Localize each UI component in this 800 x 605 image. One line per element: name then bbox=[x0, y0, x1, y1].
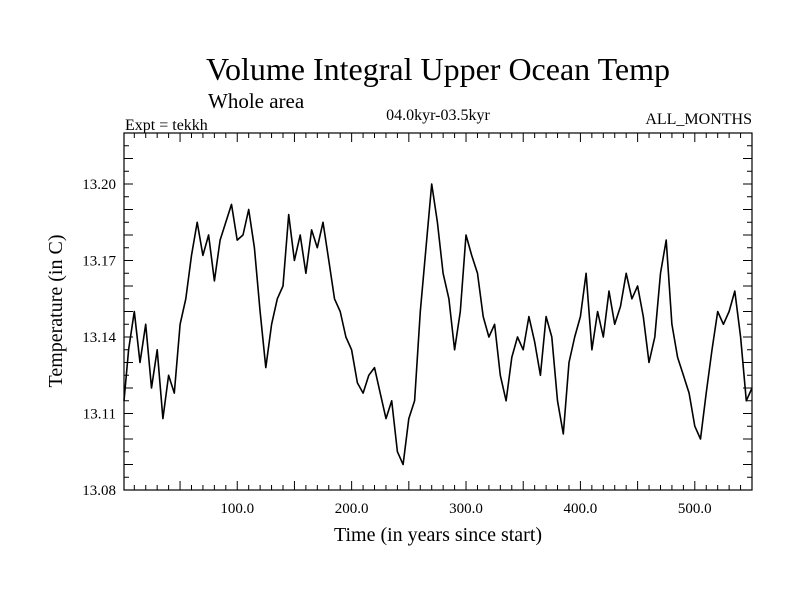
x-tick-label: 100.0 bbox=[220, 501, 254, 517]
temperature-series-line bbox=[123, 183, 753, 466]
y-tick-label: 13.11 bbox=[83, 407, 116, 423]
x-tick-label: 300.0 bbox=[449, 501, 483, 517]
y-tick-label: 13.08 bbox=[82, 483, 116, 499]
x-tick-label: 200.0 bbox=[335, 501, 369, 517]
chart-subtitle: Whole area bbox=[208, 89, 305, 113]
months-label: ALL_MONTHS bbox=[645, 111, 752, 128]
x-axis-label: Time (in years since start) bbox=[334, 524, 542, 546]
y-axis-label: Temperature (in C) bbox=[45, 235, 67, 388]
period-label: 04.0kyr-03.5kyr bbox=[386, 107, 490, 124]
x-axis-ticks: 100.0 200.0 300.0 400.0 500.0 bbox=[133, 133, 742, 517]
x-tick-label: 500.0 bbox=[678, 501, 712, 517]
chart-title: Volume Integral Upper Ocean Temp bbox=[206, 51, 670, 87]
y-tick-label: 13.17 bbox=[82, 254, 116, 270]
experiment-label: Expt = tekkh bbox=[125, 117, 208, 134]
y-tick-label: 13.14 bbox=[82, 330, 116, 346]
y-axis-ticks: 13.08 13.11 13.14 13.17 13.20 bbox=[82, 145, 752, 499]
x-tick-label: 400.0 bbox=[564, 501, 598, 517]
y-tick-label: 13.20 bbox=[82, 177, 116, 193]
